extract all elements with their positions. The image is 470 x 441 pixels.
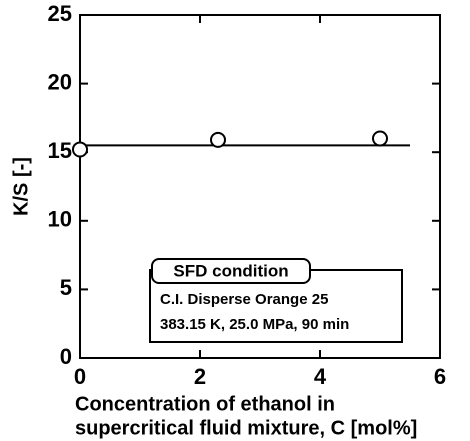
data-point xyxy=(372,130,388,147)
annotation-title: SFD condition xyxy=(173,261,288,280)
data-point xyxy=(72,141,88,158)
x-tick-label: 2 xyxy=(194,364,206,389)
plot-frame xyxy=(79,14,441,359)
y-tick-label: 15 xyxy=(48,138,72,163)
annotation-line: 383.15 K, 25.0 MPa, 90 min xyxy=(160,316,349,333)
y-tick-label: 10 xyxy=(48,207,72,232)
x-tick-label: 6 xyxy=(434,364,446,389)
x-tick-label: 0 xyxy=(74,364,86,389)
x-tick-label: 4 xyxy=(314,364,327,389)
annotation-line: C.I. Disperse Orange 25 xyxy=(160,291,328,308)
y-axis-label: K/S [-] xyxy=(10,157,32,216)
y-tick-label: 5 xyxy=(60,275,72,300)
x-axis-label: Concentration of ethanol in xyxy=(75,393,335,415)
y-tick-label: 0 xyxy=(60,344,72,369)
y-tick-label: 20 xyxy=(48,69,72,94)
x-axis-label: supercritical fluid mixture, C [mol%] xyxy=(75,417,417,439)
data-point xyxy=(210,131,226,148)
y-tick-label: 25 xyxy=(48,1,72,26)
annotation-title-box xyxy=(151,258,311,284)
